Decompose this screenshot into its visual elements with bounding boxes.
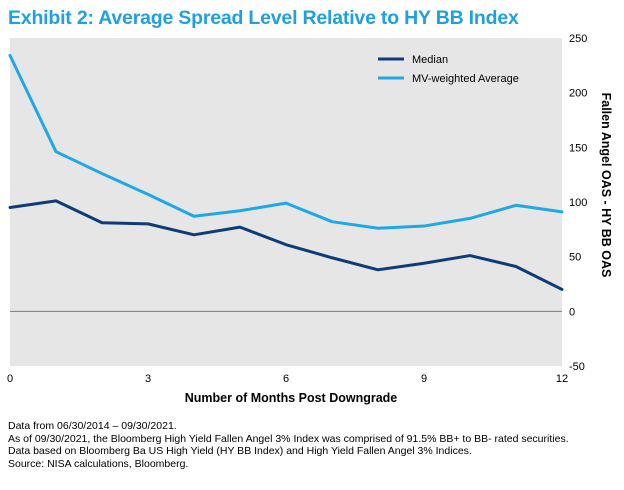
x-axis-title: Number of Months Post Downgrade [185,391,398,405]
legend-mv-weighted-label: MV-weighted Average [412,73,519,85]
footnote-source: Source: NISA calculations, Bloomberg. [8,457,189,470]
y-tick-label: -50 [569,361,585,373]
x-tick-label: 9 [421,373,427,385]
y-tick-label: 50 [569,252,581,264]
footnote-indices: Data based on Bloomberg Ba US High Yield… [8,445,472,457]
y-tick-labels: 250 200 150 100 50 0 -50 [569,33,587,373]
x-tick-label: 0 [7,373,13,385]
x-tick-label: 3 [145,373,151,385]
y-tick-label: 250 [569,33,587,45]
footnotes: Data from 06/30/2014 – 09/30/2021. As of… [8,420,608,470]
y-tick-label: 100 [569,197,587,209]
mv-weighted-average-line [8,53,564,230]
chart-title: Exhibit 2: Average Spread Level Relative… [8,7,519,29]
x-tick-labels: 0 3 6 9 12 [7,373,568,385]
footnote-date-range: Data from 06/30/2014 – 09/30/2021. [8,420,177,432]
y-tick-label: 150 [569,142,587,154]
median-line [8,199,564,291]
x-tick-label: 6 [283,373,289,385]
legend-median-label: Median [412,54,448,66]
y-tick-label: 0 [569,306,575,318]
footnote-composition: As of 09/30/2021, the Bloomberg High Yie… [8,432,569,445]
y-axis-title: Fallen Angel OAS - HY BB OAS [599,93,613,278]
series-lines [8,53,564,291]
y-tick-label: 200 [569,88,587,100]
x-tick-label: 12 [556,373,568,385]
legend: Median MV-weighted Average [378,54,519,85]
